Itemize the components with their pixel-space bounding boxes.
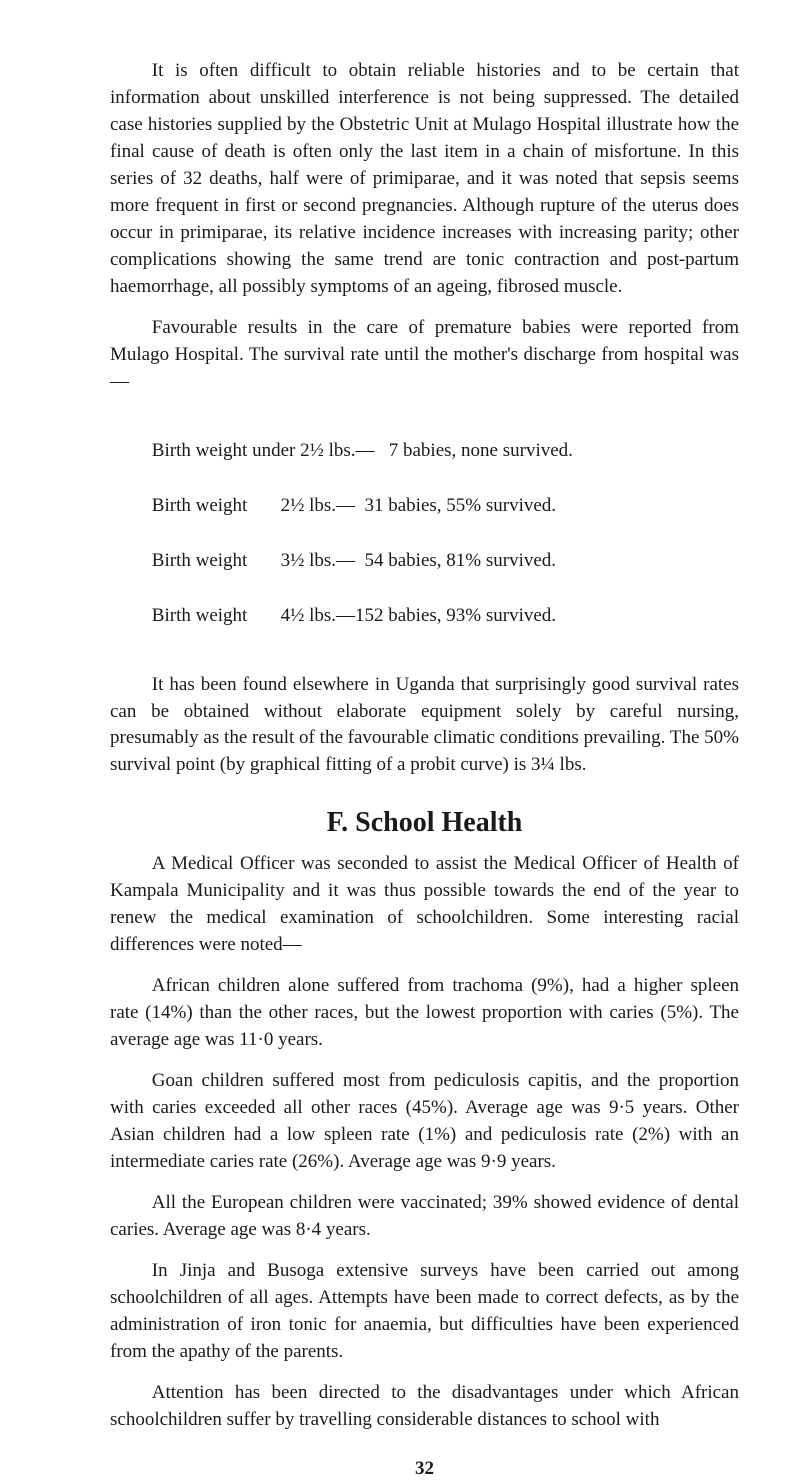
table-row: Birth weight under 2½ lbs.— 7 babies, no… xyxy=(152,437,739,465)
paragraph-8: In Jinja and Busoga extensive surveys ha… xyxy=(110,1258,739,1366)
paragraph-2: Favourable results in the care of premat… xyxy=(110,315,739,396)
page-number: 32 xyxy=(110,1456,739,1483)
birth-weight-table: Birth weight under 2½ lbs.— 7 babies, no… xyxy=(152,410,739,658)
paragraph-5: African children alone suffered from tra… xyxy=(110,973,739,1054)
table-row: Birth weight 3½ lbs.— 54 babies, 81% sur… xyxy=(152,547,739,575)
paragraph-4: A Medical Officer was seconded to assist… xyxy=(110,851,739,959)
paragraph-9: Attention has been directed to the disad… xyxy=(110,1380,739,1434)
paragraph-1: It is often difficult to obtain reliable… xyxy=(110,58,739,301)
paragraph-6: Goan children suffered most from pedicul… xyxy=(110,1068,739,1176)
table-row: Birth weight 4½ lbs.—152 babies, 93% sur… xyxy=(152,602,739,630)
section-heading: F. School Health xyxy=(110,803,739,843)
paragraph-7: All the European children were vaccinate… xyxy=(110,1190,739,1244)
paragraph-3: It has been found elsewhere in Uganda th… xyxy=(110,672,739,780)
table-row: Birth weight 2½ lbs.— 31 babies, 55% sur… xyxy=(152,492,739,520)
